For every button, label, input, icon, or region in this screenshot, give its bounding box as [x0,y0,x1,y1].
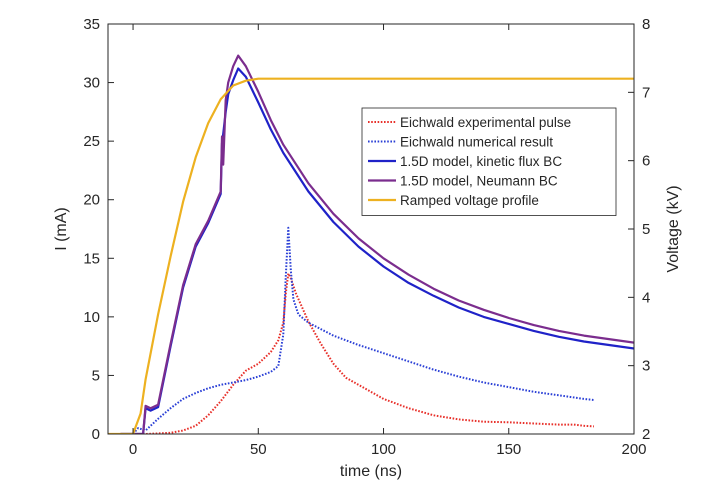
y-axis-label-right: Voltage (kV) [665,185,682,272]
x-axis-label: time (ns) [340,463,402,480]
series-line-5 [108,77,634,434]
legend-label: 1.5D model, kinetic flux BC [400,154,562,169]
y-left-tick-label: 10 [83,309,100,326]
y-right-tick-label: 6 [642,153,650,170]
y-left-tick-label: 30 [83,75,100,92]
y-left-tick-label: 15 [83,250,100,267]
y-right-tick-label: 2 [642,426,650,443]
y-right-tick-label: 3 [642,358,650,375]
y-right-tick-label: 4 [642,289,650,306]
x-tick-label: 200 [621,441,646,458]
x-tick-label: 50 [250,441,267,458]
legend-label: 1.5D model, Neumann BC [400,174,558,189]
y-axis-label-left: I (mA) [53,207,70,251]
legend-box [361,107,617,216]
x-tick-label: 0 [129,441,137,458]
legend-label: Eichwald numerical result [400,135,553,150]
y-left-tick-label: 0 [92,426,100,443]
y-left-tick-label: 20 [83,192,100,209]
x-tick-label: 150 [496,441,521,458]
y-right-tick-label: 5 [642,221,650,238]
legend: Eichwald experimental pulse Eichwald nume… [361,107,617,216]
series-line-1 [120,272,594,434]
legend-label: Eichwald experimental pulse [400,115,571,130]
y-left-tick-label: 25 [83,133,100,150]
legend-label: Ramped voltage profile [400,193,539,208]
series-layer [108,54,634,434]
y-left-tick-label: 5 [92,367,100,384]
x-tick-label: 100 [371,441,396,458]
plot-frame [107,23,635,435]
ticks-layer: 0 50 100 150 200 0 5 10 15 20 25 30 35 2 3 4 5 6 7 8 [83,16,650,458]
y-right-tick-label: 7 [642,84,650,101]
y-left-tick-label: 35 [83,16,100,33]
series-line-4 [120,54,634,434]
y-right-tick-label: 8 [642,16,650,33]
